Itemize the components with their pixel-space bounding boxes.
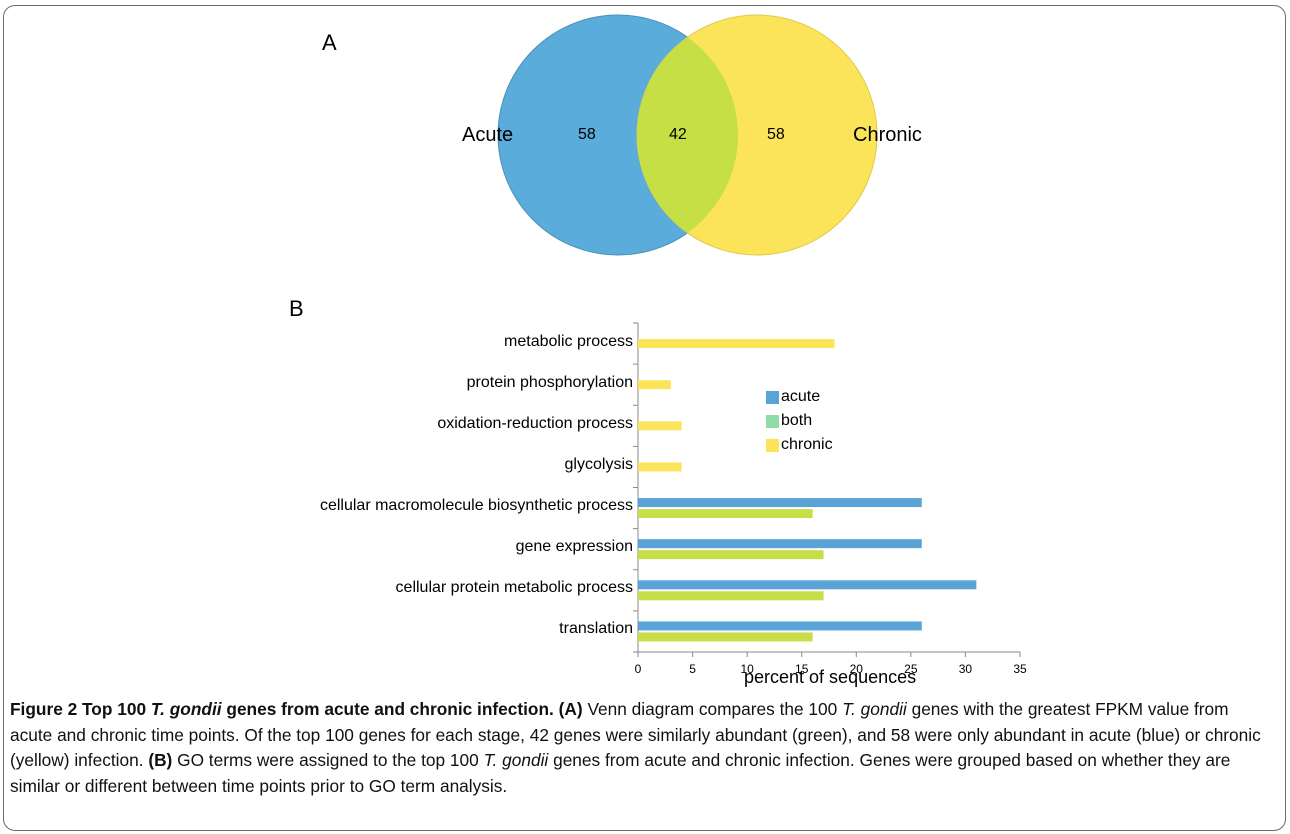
caption-b-text-1: GO terms were assigned to the top 100 (177, 750, 479, 770)
caption-b-text-2: genes from acute and chronic infection. … (10, 750, 1231, 796)
x-tick-label: 5 (689, 662, 696, 676)
x-tick-label: 10 (740, 662, 754, 676)
figure-label: Figure 2 (10, 699, 78, 719)
legend-item-acute: acute (766, 388, 820, 406)
x-tick-label: 15 (795, 662, 809, 676)
caption-title-species: T. gondii (150, 699, 222, 719)
caption-a-species: T. gondii (842, 699, 907, 719)
category-label: metabolic process (504, 332, 633, 350)
category-label: oxidation-reduction process (437, 414, 633, 432)
caption-a-text-2: genes with the greatest FPKM value from … (10, 699, 1261, 770)
x-tick-label: 25 (904, 662, 918, 676)
caption-b-species: T. gondii (483, 750, 549, 770)
x-tick-label: 30 (958, 662, 973, 676)
category-label: translation (559, 620, 633, 638)
legend-label: acute (781, 388, 821, 405)
legend-swatch (766, 390, 779, 404)
venn-count-chronic: 58 (767, 126, 785, 143)
category-label: gene expression (515, 538, 633, 556)
x-axis-label: percent of sequences (744, 667, 917, 687)
category-label: glycolysis (564, 455, 633, 473)
venn-acute-label: Acute (462, 124, 514, 146)
caption-title-part2: genes from acute and chronic infection. (226, 699, 554, 719)
figure-frame (3, 5, 1286, 831)
caption-a-label: (A) (558, 699, 583, 719)
category-label: cellular macromolecule biosynthetic proc… (319, 497, 633, 515)
legend-item-chronic: chronic (766, 436, 833, 454)
x-tick-label: 20 (849, 662, 863, 676)
legend-label: chronic (781, 436, 833, 453)
caption-title-part1: Top 100 (82, 699, 147, 719)
category-label: protein phosphorylation (466, 373, 633, 391)
legend-item-both: both (766, 412, 812, 430)
caption-b-label: (B) (148, 750, 173, 770)
legend-swatch (766, 438, 779, 452)
venn-count-acute: 58 (578, 126, 596, 143)
panel-a-letter: A (322, 30, 337, 55)
caption-a-text-1: Venn diagram compares the 100 (587, 699, 838, 719)
venn-count-both: 42 (669, 126, 687, 143)
x-tick-label: 0 (634, 662, 642, 676)
legend-label: both (781, 412, 813, 429)
x-tick-label: 35 (1013, 662, 1027, 676)
venn-chronic-label: Chronic (853, 124, 922, 146)
panel-b-letter: B (289, 296, 304, 321)
figure-caption: Figure 2 Top 100 T. gondii genes from ac… (10, 697, 1275, 799)
legend-swatch (766, 414, 779, 428)
category-label: cellular protein metabolic process (395, 579, 633, 597)
